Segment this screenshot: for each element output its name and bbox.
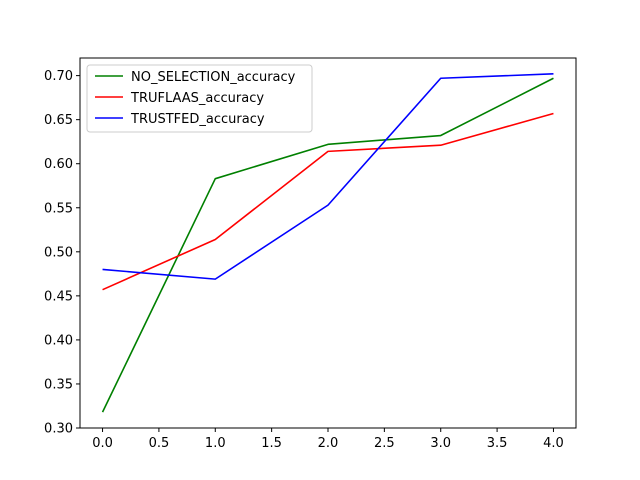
y-tick-label-5: 0.55	[44, 201, 73, 216]
legend-label-2: TRUSTFED_accuracy	[130, 112, 265, 127]
x-tick-label-4: 2.0	[318, 436, 339, 451]
legend: NO_SELECTION_accuracy TRUFLAAS_accuracy TR…	[86, 64, 313, 133]
x-tick-label-1: 0.5	[149, 436, 170, 451]
series-layer	[101, 73, 554, 413]
x-tick-label-0: 0.0	[92, 436, 113, 451]
y-tick-label-4: 0.50	[44, 245, 73, 260]
y-tick-label-2: 0.40	[44, 333, 73, 348]
x-tick-label-5: 2.5	[374, 436, 395, 451]
y-tick-label-0: 0.30	[44, 422, 73, 437]
x-axis: 0.0 0.5 1.0 1.5 2.0 2.5 3.0 3.5 4.0	[92, 428, 564, 451]
x-tick-label-3: 1.5	[261, 436, 282, 451]
series-line-trustfed-accuracy	[102, 73, 554, 280]
x-tick-label-7: 3.5	[487, 436, 508, 451]
x-tick-label-6: 3.0	[430, 436, 451, 451]
legend-box	[86, 64, 313, 133]
x-tick-label-2: 1.0	[205, 436, 226, 451]
y-tick-label-8: 0.70	[44, 69, 73, 84]
y-tick-label-1: 0.35	[44, 377, 73, 392]
y-tick-label-6: 0.60	[44, 157, 73, 172]
y-tick-label-3: 0.45	[44, 289, 73, 304]
legend-label-1: TRUFLAAS_accuracy	[130, 91, 264, 106]
x-tick-label-8: 4.0	[543, 436, 564, 451]
series-line-truflaas-accuracy	[102, 112, 554, 291]
y-tick-label-7: 0.65	[44, 113, 73, 128]
legend-label-0: NO_SELECTION_accuracy	[131, 70, 296, 85]
y-axis: 0.30 0.35 0.40 0.45 0.50 0.55 0.60 0.65 0.70	[44, 69, 80, 437]
